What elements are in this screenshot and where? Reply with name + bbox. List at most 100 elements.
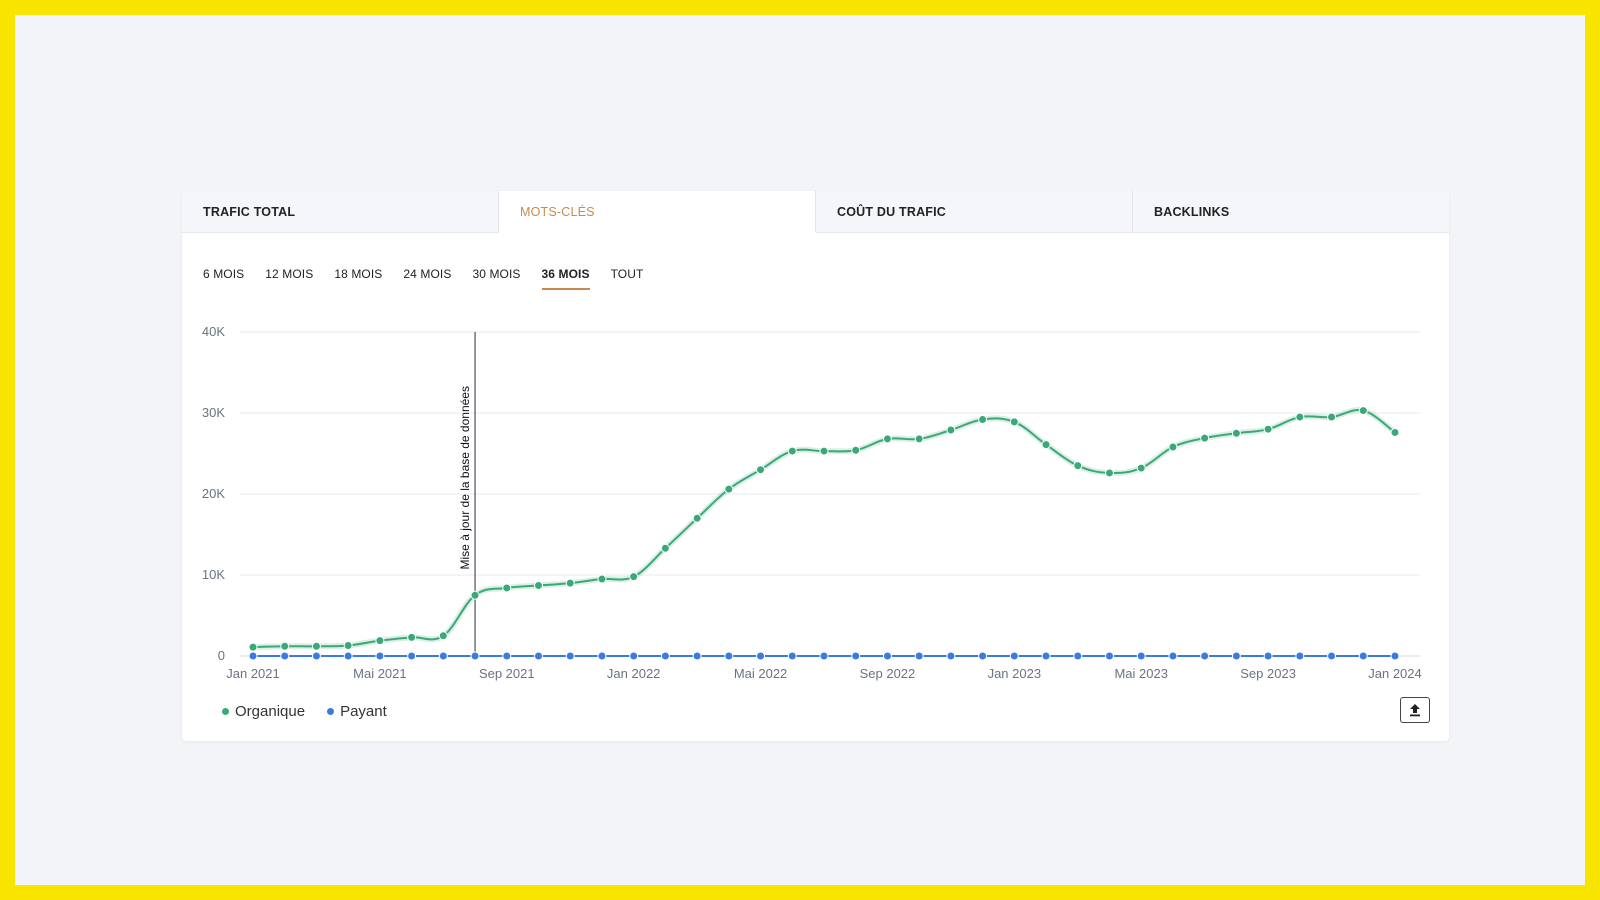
- data-point-payant: [978, 651, 988, 661]
- x-tick-label: Mai 2021: [353, 666, 406, 681]
- data-point-payant: [692, 651, 702, 661]
- data-point-payant: [1136, 651, 1146, 661]
- chart-legend: Organique Payant: [222, 703, 387, 720]
- data-point-payant: [438, 651, 448, 661]
- data-point-organique: [1263, 424, 1273, 434]
- data-point-payant: [914, 651, 924, 661]
- tab-backlinks[interactable]: BACKLINKS: [1133, 191, 1449, 233]
- data-point-payant: [1231, 651, 1241, 661]
- data-point-organique: [1200, 433, 1210, 443]
- data-point-payant: [1041, 651, 1051, 661]
- data-point-organique: [882, 434, 892, 444]
- data-point-organique: [470, 590, 480, 600]
- data-point-payant: [1295, 651, 1305, 661]
- data-point-organique: [597, 574, 607, 584]
- metric-tabs: TRAFIC TOTAL MOTS-CLÉS COÛT DU TRAFIC BA…: [182, 191, 1449, 233]
- page-background: TRAFIC TOTAL MOTS-CLÉS COÛT DU TRAFIC BA…: [15, 15, 1585, 885]
- data-point-organique: [1009, 417, 1019, 427]
- period-18-mois[interactable]: 18 MOIS: [334, 267, 383, 281]
- keywords-line-chart: 0 10K 20K 30K 40K Jan 2021 Mai 2021 Sep 2021 Jan…: [202, 324, 1422, 681]
- x-tick-label: Jan 2021: [226, 666, 280, 681]
- x-tick-label: Jan 2022: [607, 666, 661, 681]
- data-point-organique: [819, 446, 829, 456]
- period-selector: 6 MOIS 12 MOIS 18 MOIS 24 MOIS 30 MOIS 3…: [203, 267, 664, 290]
- data-point-payant: [470, 651, 480, 661]
- period-12-mois[interactable]: 12 MOIS: [265, 267, 314, 281]
- data-point-payant: [660, 651, 670, 661]
- x-tick-label: Sep 2022: [860, 666, 916, 681]
- data-point-organique: [375, 636, 385, 646]
- y-tick-label: 20K: [202, 486, 225, 501]
- data-point-payant: [629, 651, 639, 661]
- data-point-payant: [248, 651, 258, 661]
- legend-dot-organique: [222, 708, 229, 715]
- data-point-organique: [248, 642, 258, 652]
- data-point-organique: [978, 414, 988, 424]
- data-point-organique: [1105, 468, 1114, 478]
- data-point-organique: [1358, 406, 1368, 416]
- export-button[interactable]: [1400, 697, 1430, 723]
- chart-card: TRAFIC TOTAL MOTS-CLÉS COÛT DU TRAFIC BA…: [182, 191, 1449, 741]
- data-point-organique: [660, 543, 670, 553]
- data-point-payant: [724, 651, 734, 661]
- data-point-payant: [375, 651, 385, 661]
- data-point-payant: [502, 651, 512, 661]
- data-point-payant: [1073, 651, 1083, 661]
- series-glow-organique: [250, 407, 1398, 651]
- x-tick-label: Sep 2023: [1240, 666, 1296, 681]
- data-point-organique: [1041, 440, 1051, 450]
- x-tick-label: Sep 2021: [479, 666, 535, 681]
- data-point-organique: [1390, 427, 1400, 437]
- data-point-organique: [534, 581, 543, 591]
- tab-trafic-total[interactable]: TRAFIC TOTAL: [182, 191, 499, 233]
- data-point-payant: [565, 651, 575, 661]
- data-point-payant: [597, 651, 607, 661]
- upload-icon: [1410, 704, 1420, 717]
- data-point-payant: [1168, 651, 1178, 661]
- data-point-payant: [1390, 651, 1400, 661]
- data-point-organique: [629, 572, 639, 582]
- legend-dot-payant: [327, 708, 335, 715]
- x-tick-label: Jan 2024: [1368, 666, 1422, 681]
- period-tout[interactable]: TOUT: [610, 267, 644, 281]
- data-point-payant: [1327, 651, 1337, 661]
- data-point-payant: [407, 651, 417, 661]
- period-24-mois[interactable]: 24 MOIS: [403, 267, 452, 281]
- data-point-organique: [407, 632, 417, 642]
- data-point-payant: [1009, 651, 1019, 661]
- data-point-organique: [343, 640, 353, 650]
- annotation-label: Mise à jour de la base de données: [458, 386, 472, 569]
- data-point-payant: [787, 651, 797, 661]
- legend-item-payant[interactable]: Payant: [327, 703, 387, 720]
- data-point-payant: [946, 651, 956, 661]
- data-point-payant: [1358, 651, 1368, 661]
- data-point-organique: [692, 513, 702, 523]
- data-point-payant: [343, 651, 353, 661]
- y-tick-label: 0: [218, 648, 225, 663]
- data-point-organique: [438, 631, 448, 641]
- data-point-organique: [1136, 463, 1146, 473]
- x-tick-label: Mai 2023: [1114, 666, 1167, 681]
- data-point-payant: [534, 651, 543, 661]
- legend-item-organique[interactable]: Organique: [222, 703, 305, 720]
- data-point-organique: [280, 641, 290, 651]
- data-point-organique: [1231, 428, 1241, 438]
- data-point-payant: [819, 651, 829, 661]
- data-point-payant: [1105, 651, 1114, 661]
- y-tick-label: 40K: [202, 324, 225, 339]
- series-line-organique: [252, 409, 1396, 649]
- period-6-mois[interactable]: 6 MOIS: [203, 267, 245, 281]
- y-tick-label: 30K: [202, 405, 225, 420]
- legend-label-organique: Organique: [235, 703, 306, 720]
- data-point-organique: [502, 583, 512, 593]
- y-tick-label: 10K: [202, 567, 225, 582]
- x-tick-label: Mai 2022: [734, 666, 787, 681]
- data-point-payant: [756, 651, 766, 661]
- period-30-mois[interactable]: 30 MOIS: [472, 267, 521, 281]
- data-point-organique: [724, 484, 734, 494]
- data-point-payant: [851, 651, 861, 661]
- period-36-mois[interactable]: 36 MOIS: [541, 267, 590, 290]
- tab-mots-cles[interactable]: MOTS-CLÉS: [499, 191, 816, 233]
- tab-cout-du-trafic[interactable]: COÛT DU TRAFIC: [816, 191, 1133, 233]
- x-tick-label: Jan 2023: [988, 666, 1041, 681]
